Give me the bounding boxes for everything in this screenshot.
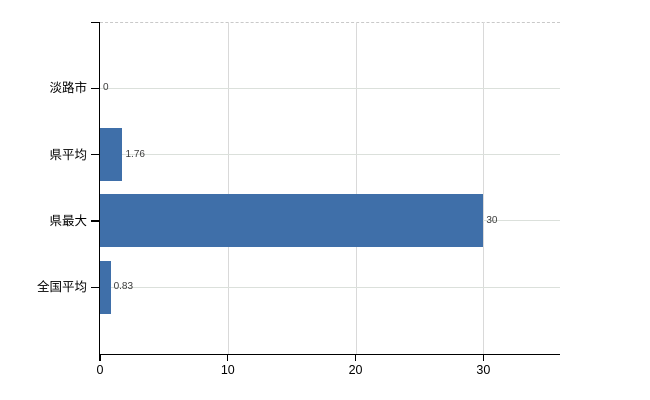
x-axis-tick: [99, 355, 101, 361]
category-label: 全国平均: [36, 280, 87, 295]
category-label: 県最大: [49, 213, 87, 228]
vertical-gridline: [355, 22, 357, 354]
x-axis-line: [98, 353, 560, 355]
y-axis-edge-tick: [91, 21, 99, 23]
vertical-gridline: [227, 22, 229, 354]
x-axis-tick: [227, 355, 229, 361]
y-axis-tick: [91, 286, 99, 288]
bar: [100, 128, 123, 182]
y-axis-tick: [91, 87, 99, 89]
bar: [100, 194, 484, 248]
category-label: 県平均: [49, 147, 87, 162]
horizontal-gridline: [100, 286, 560, 288]
y-axis-tick: [91, 154, 99, 156]
x-tick-label: 0: [96, 362, 104, 377]
x-axis-tick: [482, 355, 484, 361]
x-tick-label: 20: [348, 362, 363, 377]
y-axis-tick: [91, 220, 99, 222]
y-axis-line: [98, 22, 100, 355]
horizontal-gridline: [100, 154, 560, 156]
plot-top-border: [100, 22, 560, 23]
x-axis-tick: [354, 355, 357, 361]
category-label: 淡路市: [49, 81, 87, 96]
vertical-gridline: [483, 22, 485, 354]
x-tick-label: 30: [476, 362, 491, 377]
x-tick-label: 10: [220, 362, 235, 377]
bar: [100, 260, 111, 314]
bar-value-label: 1.76: [125, 148, 145, 160]
bar-value-label: 0.83: [113, 281, 134, 293]
horizontal-gridline: [100, 87, 560, 89]
bar-value-label: 0: [103, 82, 109, 94]
bar-value-label: 30: [486, 214, 498, 226]
